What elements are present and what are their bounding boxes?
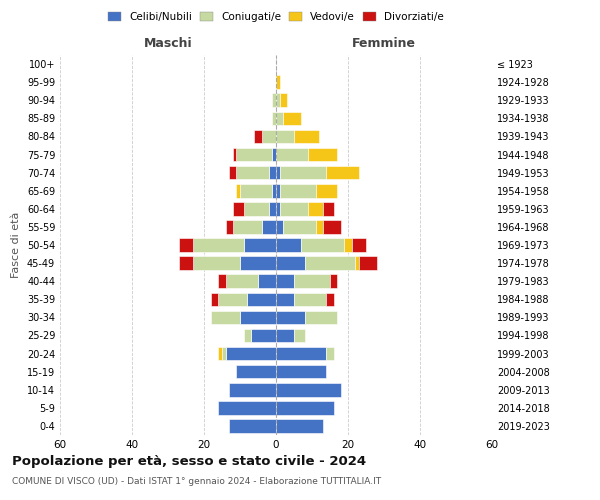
Bar <box>280 166 326 179</box>
Bar <box>233 220 262 234</box>
Text: Popolazione per età, sesso e stato civile - 2024: Popolazione per età, sesso e stato civil… <box>12 455 366 468</box>
Bar <box>276 202 280 215</box>
Bar <box>226 347 276 360</box>
Bar <box>272 184 276 198</box>
Bar <box>301 238 344 252</box>
Bar <box>276 220 283 234</box>
Bar <box>272 148 276 162</box>
Bar <box>326 347 334 360</box>
Bar <box>211 310 240 324</box>
Bar <box>226 220 233 234</box>
Bar <box>269 166 276 179</box>
Bar <box>355 256 359 270</box>
Bar <box>352 238 366 252</box>
Bar <box>251 328 276 342</box>
Bar <box>276 347 326 360</box>
Bar <box>276 94 280 107</box>
Bar <box>254 130 262 143</box>
Bar <box>276 76 280 89</box>
Bar <box>218 347 222 360</box>
Bar <box>294 130 319 143</box>
Bar <box>218 292 247 306</box>
Bar <box>229 166 236 179</box>
Bar <box>262 130 276 143</box>
Bar <box>294 328 305 342</box>
Bar <box>258 274 276 288</box>
Bar <box>276 256 305 270</box>
Bar <box>262 220 276 234</box>
Bar <box>240 310 276 324</box>
Bar <box>211 292 218 306</box>
Bar <box>229 419 276 432</box>
Bar <box>240 184 272 198</box>
Bar <box>323 220 341 234</box>
Bar <box>276 419 323 432</box>
Bar <box>236 148 272 162</box>
Bar <box>305 310 337 324</box>
Bar <box>226 274 258 288</box>
Bar <box>283 112 301 125</box>
Bar <box>283 220 316 234</box>
Bar <box>330 274 337 288</box>
Bar <box>276 184 280 198</box>
Bar <box>276 112 283 125</box>
Text: Femmine: Femmine <box>352 36 416 50</box>
Bar <box>276 310 305 324</box>
Bar <box>326 292 334 306</box>
Legend: Celibi/Nubili, Coniugati/e, Vedovi/e, Divorziati/e: Celibi/Nubili, Coniugati/e, Vedovi/e, Di… <box>104 8 448 26</box>
Text: COMUNE DI VISCO (UD) - Dati ISTAT 1° gennaio 2024 - Elaborazione TUTTITALIA.IT: COMUNE DI VISCO (UD) - Dati ISTAT 1° gen… <box>12 478 381 486</box>
Bar <box>276 365 326 378</box>
Bar <box>359 256 377 270</box>
Bar <box>276 292 294 306</box>
Bar <box>344 238 352 252</box>
Bar <box>222 347 226 360</box>
Bar <box>326 166 359 179</box>
Bar <box>244 202 269 215</box>
Bar <box>236 166 269 179</box>
Bar <box>316 184 337 198</box>
Bar <box>233 148 236 162</box>
Bar <box>233 202 244 215</box>
Bar <box>247 292 276 306</box>
Bar <box>229 383 276 396</box>
Bar <box>280 94 287 107</box>
Bar <box>272 112 276 125</box>
Bar <box>276 166 280 179</box>
Bar <box>276 401 334 414</box>
Bar <box>179 238 193 252</box>
Bar <box>294 274 330 288</box>
Bar <box>272 94 276 107</box>
Bar <box>240 256 276 270</box>
Bar <box>280 184 316 198</box>
Bar <box>280 202 308 215</box>
Bar <box>308 202 323 215</box>
Bar <box>276 238 301 252</box>
Bar <box>305 256 355 270</box>
Bar <box>236 184 240 198</box>
Bar <box>193 238 244 252</box>
Bar <box>193 256 240 270</box>
Bar <box>276 383 341 396</box>
Bar <box>294 292 326 306</box>
Bar <box>323 202 334 215</box>
Bar <box>244 328 251 342</box>
Bar <box>218 401 276 414</box>
Bar <box>276 274 294 288</box>
Bar <box>276 148 308 162</box>
Bar <box>179 256 193 270</box>
Bar <box>236 365 276 378</box>
Y-axis label: Fasce di età: Fasce di età <box>11 212 21 278</box>
Bar <box>276 130 294 143</box>
Bar <box>276 328 294 342</box>
Bar <box>316 220 323 234</box>
Bar <box>244 238 276 252</box>
Text: Maschi: Maschi <box>143 36 193 50</box>
Bar <box>308 148 337 162</box>
Bar <box>218 274 226 288</box>
Bar <box>269 202 276 215</box>
